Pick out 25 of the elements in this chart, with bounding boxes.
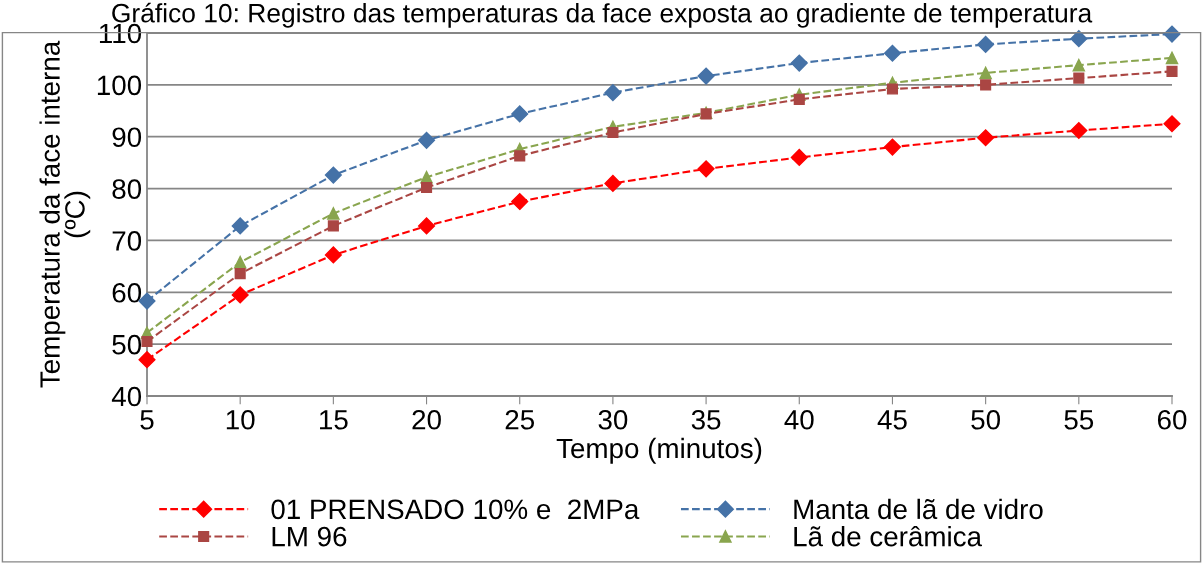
x-tick-label: 55: [1064, 410, 1094, 430]
y-tick-label: 50: [112, 334, 142, 355]
x-axis-title: Tempo (minutos): [556, 437, 762, 464]
x-tick-label: 60: [1157, 409, 1187, 430]
legend-label: Lã de cerâmica: [794, 525, 983, 547]
x-tick-label: 20: [412, 409, 441, 430]
x-tick-label: 15: [320, 410, 348, 430]
x-tick-label: 35: [691, 409, 721, 430]
y-axis-title: Temperatura da face interna (ºC): [39, 40, 91, 388]
y-tick-label: 80: [112, 179, 142, 199]
y-tick-label: 90: [112, 127, 142, 148]
x-tick-label: 50: [971, 409, 1000, 430]
x-tick-label: 10: [226, 409, 255, 430]
x-tick-label: 5: [140, 410, 154, 430]
legend-label: 01 PRENSADO 10% e 2MPa: [271, 499, 640, 520]
x-tick-label: 25: [505, 409, 535, 430]
legend-label: LM 96: [272, 526, 347, 547]
y-tick-label: 60: [112, 282, 142, 303]
y-tick-label: 70: [112, 231, 142, 251]
y-tick-label: 100: [97, 75, 142, 96]
x-tick-label: 40: [784, 409, 814, 430]
x-tick-label: 30: [598, 409, 628, 430]
legend-label: Manta de lã de vidro: [794, 498, 1043, 520]
x-tick-label: 45: [877, 410, 907, 430]
y-tick-label: 40: [111, 386, 142, 407]
